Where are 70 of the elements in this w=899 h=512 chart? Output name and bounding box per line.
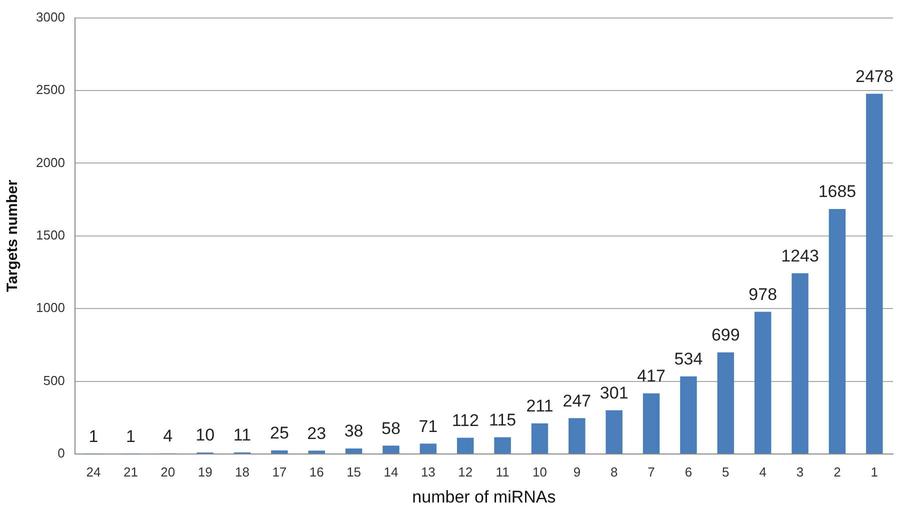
data-label: 4: [163, 426, 173, 446]
bar: [717, 352, 734, 454]
x-tick-label: 13: [420, 464, 436, 480]
y-axis-title: Targets number: [4, 180, 22, 292]
bar: [494, 437, 511, 454]
x-tick-label: 8: [610, 464, 618, 480]
bar: [420, 444, 437, 454]
data-label: 699: [711, 326, 740, 345]
x-tick-label: 2: [834, 464, 841, 480]
data-label: 58: [382, 418, 400, 438]
bar: [568, 418, 586, 454]
data-label: 71: [418, 416, 438, 436]
y-tick-label: 0: [58, 446, 65, 461]
data-label: 1: [88, 427, 98, 446]
y-tick-label: 3000: [36, 9, 65, 24]
x-tick-label: 16: [309, 464, 324, 480]
bar: [792, 273, 808, 454]
bar: [308, 450, 325, 454]
data-label: 301: [600, 383, 628, 402]
data-label: 1243: [781, 246, 819, 266]
data-label: 1: [126, 427, 136, 446]
x-tick-label: 9: [573, 464, 581, 480]
y-tick-label: 1000: [36, 300, 65, 316]
x-tick-label: 17: [272, 464, 287, 480]
x-tick-label: 15: [346, 464, 362, 480]
data-label: 25: [270, 424, 289, 443]
x-tick-label: 24: [86, 464, 101, 480]
x-tick-label: 5: [722, 464, 730, 480]
x-axis-title: number of miRNAs: [412, 487, 556, 506]
x-tick-label: 7: [648, 464, 655, 480]
data-label: 247: [562, 391, 592, 410]
bar: [345, 448, 362, 454]
x-tick-label: 12: [458, 464, 473, 480]
x-tick-label: 21: [123, 464, 138, 480]
data-label: 534: [674, 350, 703, 369]
bar: [271, 450, 288, 454]
data-label: 38: [344, 422, 364, 441]
data-label: 115: [489, 410, 516, 430]
data-label: 112: [452, 410, 479, 430]
x-tick-label: 11: [496, 464, 510, 480]
data-label: 11: [233, 426, 252, 445]
x-tick-label: 14: [384, 464, 398, 480]
x-tick-label: 10: [532, 464, 547, 480]
y-tick-label: 1500: [36, 227, 65, 242]
x-tick-label: 1: [870, 464, 878, 480]
x-tick-label: 20: [160, 464, 176, 480]
bar: [680, 376, 697, 454]
y-tick-label: 500: [43, 372, 65, 388]
x-tick-label: 6: [684, 464, 692, 480]
bar: [828, 209, 846, 454]
data-label: 10: [196, 426, 215, 445]
bar: [866, 94, 883, 454]
x-tick-label: 18: [235, 464, 250, 480]
data-label: 2478: [855, 66, 894, 86]
bar: [754, 312, 772, 454]
x-tick-label: 3: [796, 464, 804, 480]
bar: [457, 438, 474, 454]
data-label: 211: [526, 396, 554, 416]
x-tick-label: 4: [759, 464, 766, 480]
bar: [606, 410, 622, 454]
data-label: 23: [307, 424, 326, 443]
bar: [382, 446, 400, 454]
data-label: 1685: [818, 182, 856, 202]
bar: [642, 393, 660, 454]
bar: [531, 423, 548, 454]
y-tick-label: 2500: [36, 82, 65, 98]
y-tick-label: 2000: [36, 154, 65, 170]
x-tick-label: 19: [198, 464, 212, 480]
data-label: 417: [637, 366, 666, 386]
data-label: 978: [748, 284, 778, 304]
